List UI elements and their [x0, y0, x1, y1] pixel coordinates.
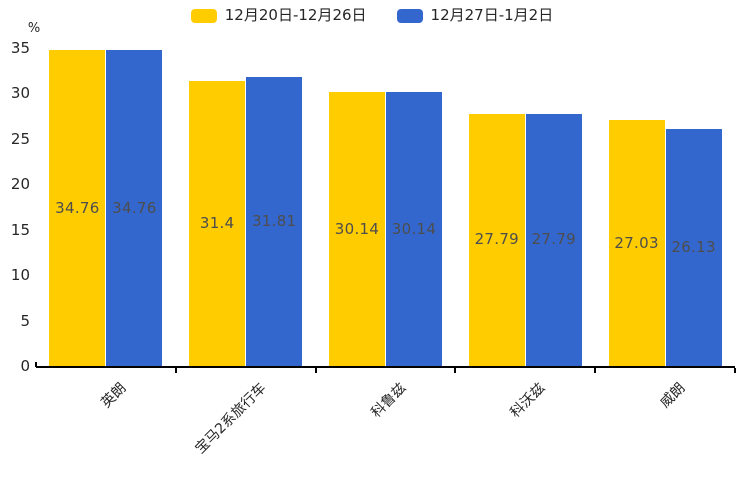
bar-value-label: 27.03: [614, 233, 659, 252]
x-axis-tick: [594, 368, 597, 373]
x-category-label: 威朗: [657, 380, 689, 412]
bar-series2-1: 31.81: [246, 76, 303, 366]
bar-series1-0: 34.76: [49, 50, 106, 366]
x-category-label: 宝马2系旅行车: [192, 380, 270, 458]
y-tick-label: 15: [10, 220, 30, 239]
bar-series1-4: 27.03: [608, 120, 665, 366]
bar-value-label: 30.14: [391, 219, 437, 238]
x-category-label: 英朗: [98, 380, 130, 412]
bar-value-label: 31.81: [251, 211, 297, 230]
bar-series2-0: 34.76: [106, 50, 163, 366]
legend: 12月20日-12月26日 12月27日-1月2日: [0, 8, 744, 23]
x-axis-tick: [35, 362, 37, 367]
x-axis-tick: [734, 368, 736, 373]
y-tick-label: 10: [10, 266, 30, 285]
legend-item-1[interactable]: 12月27日-1月2日: [396, 6, 554, 24]
x-category-label: 科鲁兹: [367, 380, 409, 422]
bar-value-label: 27.79: [474, 230, 520, 249]
y-axis-unit-label: %: [27, 21, 41, 36]
y-tick-label: 0: [20, 357, 30, 375]
bar-value-label: 26.13: [671, 237, 716, 256]
x-axis-tick: [314, 368, 317, 373]
bar-value-label: 34.76: [112, 198, 157, 217]
y-tick-label: 25: [10, 129, 30, 148]
x-axis-line: [36, 366, 735, 368]
x-axis-tick: [174, 368, 177, 373]
y-tick-label: 35: [10, 39, 30, 57]
legend-swatch-icon: [396, 8, 423, 23]
legend-item-0[interactable]: 12月20日-12月26日: [190, 6, 367, 24]
legend-item-label: 12月27日-1月2日: [430, 6, 554, 24]
bar-value-label: 31.4: [199, 213, 235, 232]
bar-series1-1: 31.4: [189, 80, 246, 366]
legend-item-label: 12月20日-12月26日: [224, 6, 367, 24]
bar-series2-3: 27.79: [525, 113, 582, 366]
bar-value-label: 27.79: [531, 230, 577, 249]
y-tick-label: 5: [20, 311, 30, 330]
bar-series1-2: 30.14: [329, 92, 385, 366]
legend-swatch-icon: [190, 8, 217, 23]
y-tick-label: 30: [10, 84, 30, 103]
bar-series2-2: 30.14: [386, 92, 442, 366]
x-axis-tick: [454, 368, 457, 373]
x-category-label: 科沃兹: [507, 380, 549, 422]
bar-value-label: 30.14: [334, 219, 380, 238]
bar-series2-4: 26.13: [665, 128, 722, 366]
y-tick-label: 20: [10, 175, 30, 194]
bar-value-label: 34.76: [55, 198, 100, 217]
bar-series1-3: 27.79: [468, 113, 525, 366]
